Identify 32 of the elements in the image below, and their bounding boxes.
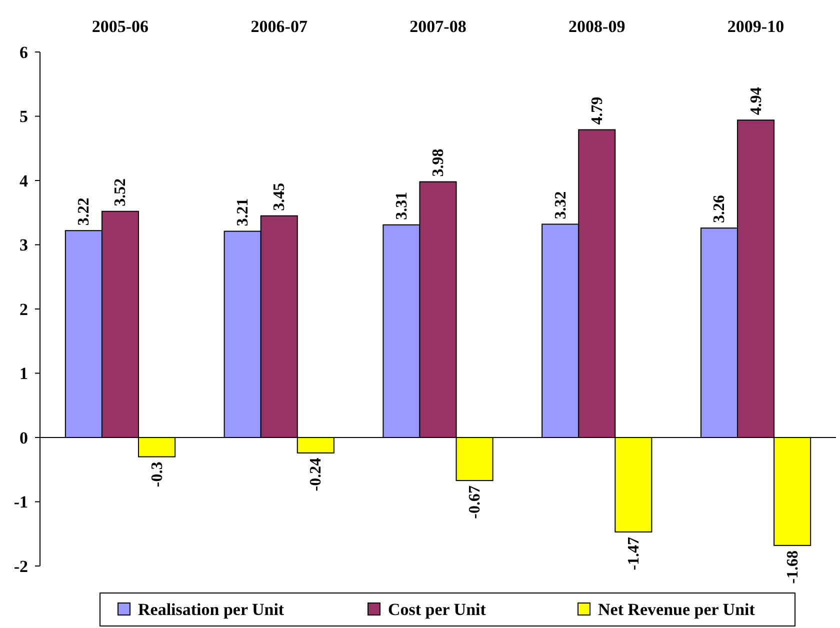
data-label: 3.21 bbox=[234, 198, 252, 226]
legend-label: Cost per Unit bbox=[388, 600, 486, 619]
data-label: -1.68 bbox=[784, 550, 802, 584]
data-label: 3.32 bbox=[552, 191, 570, 220]
x-tick-label: 2006-07 bbox=[250, 17, 308, 36]
data-label: -0.67 bbox=[466, 486, 484, 519]
data-label: 4.79 bbox=[588, 96, 606, 125]
x-tick-label: 2005-06 bbox=[92, 17, 149, 36]
legend-label: Realisation per Unit bbox=[138, 600, 284, 619]
data-label: 3.26 bbox=[711, 195, 728, 224]
data-label: 3.22 bbox=[76, 198, 93, 226]
data-label: 3.31 bbox=[393, 192, 410, 220]
data-label: -0.3 bbox=[148, 462, 166, 488]
data-label: -1.47 bbox=[625, 536, 642, 570]
data-label: -0.24 bbox=[308, 458, 325, 492]
y-tick-label: 4 bbox=[20, 171, 28, 190]
data-label: 3.45 bbox=[271, 182, 288, 211]
y-tick-label: 1 bbox=[20, 364, 28, 384]
y-tick-label: 6 bbox=[20, 42, 28, 62]
x-tick-label: 2009-10 bbox=[727, 17, 784, 36]
data-label: 3.52 bbox=[112, 178, 130, 206]
y-tick-label: 2 bbox=[20, 300, 28, 319]
y-tick-label: -2 bbox=[14, 556, 28, 576]
y-tick-label: 5 bbox=[20, 107, 28, 126]
data-label: 4.94 bbox=[748, 87, 765, 116]
y-tick-label: -1 bbox=[14, 492, 28, 512]
y-tick-label: 0 bbox=[20, 428, 28, 448]
legend-label: Net Revenue per Unit bbox=[598, 600, 756, 619]
x-tick-label: 2008-09 bbox=[568, 17, 626, 36]
x-tick-label: 2007-08 bbox=[410, 17, 466, 36]
data-label: 3.98 bbox=[430, 148, 447, 177]
y-tick-label: 3 bbox=[20, 236, 28, 255]
